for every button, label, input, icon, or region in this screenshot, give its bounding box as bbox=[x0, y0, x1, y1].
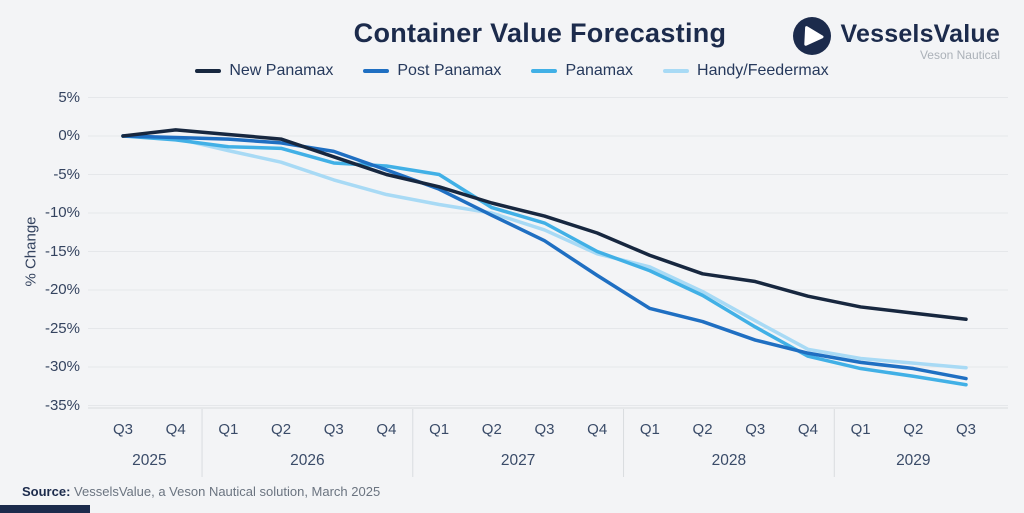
series-line-handy-feedermax bbox=[121, 134, 968, 370]
x-tick-quarter-label: Q1 bbox=[850, 421, 871, 438]
chart-title: Container Value Forecasting bbox=[353, 18, 727, 48]
x-tick-quarter-label: Q4 bbox=[376, 421, 397, 438]
x-tick-quarter-label: Q3 bbox=[534, 421, 555, 438]
source-label: Source: bbox=[22, 484, 71, 499]
source-text: VesselsValue, a Veson Nautical solution,… bbox=[74, 484, 381, 499]
brand-logo: VesselsValue Veson Nautical bbox=[792, 16, 1000, 62]
y-tick-label: -25% bbox=[44, 319, 80, 337]
legend-item-new-panamax: New Panamax bbox=[195, 62, 333, 80]
brand-subtitle: Veson Nautical bbox=[919, 48, 1000, 62]
series-line-panamax bbox=[121, 134, 968, 387]
chart-legend: New Panamax Post Panamax Panamax Handy/Feed… bbox=[0, 60, 1024, 82]
x-tick-quarter-label: Q1 bbox=[429, 421, 450, 438]
footer-accent-bar bbox=[0, 505, 90, 513]
y-tick-label: 0% bbox=[58, 127, 80, 144]
legend-label: Post Panamax bbox=[397, 62, 502, 79]
y-tick-label: 5% bbox=[58, 88, 80, 106]
x-tick-quarter-label: Q1 bbox=[639, 421, 660, 438]
x-tick-quarter-label: Q2 bbox=[692, 421, 713, 438]
x-tick-quarter-label: Q3 bbox=[955, 421, 976, 438]
series-line-post-panamax bbox=[121, 134, 968, 381]
y-tick-label: -10% bbox=[44, 204, 80, 221]
x-axis-year-label: 2025 bbox=[132, 452, 167, 469]
x-tick-quarter-label: Q3 bbox=[323, 421, 344, 438]
x-tick-quarter-label: Q4 bbox=[587, 421, 608, 438]
legend-swatch bbox=[531, 69, 558, 73]
x-tick-quarter-label: Q2 bbox=[481, 421, 502, 438]
x-axis-year-label: 2026 bbox=[290, 452, 325, 469]
legend-item-post-panamax: Post Panamax bbox=[363, 62, 501, 80]
legend-item-handy-feedermax: Handy/Feedermax bbox=[663, 62, 829, 80]
x-tick-quarter-label: Q4 bbox=[797, 421, 818, 438]
y-tick-label: -30% bbox=[44, 358, 80, 375]
legend-label: New Panamax bbox=[229, 62, 334, 79]
legend-item-panamax: Panamax bbox=[531, 62, 633, 80]
legend-swatch bbox=[663, 69, 690, 73]
legend-swatch bbox=[363, 69, 390, 73]
y-tick-label: -35% bbox=[44, 396, 80, 414]
x-tick-quarter-label: Q3 bbox=[745, 421, 766, 438]
y-tick-label: -20% bbox=[44, 281, 80, 298]
x-tick-quarter-label: Q2 bbox=[271, 421, 292, 438]
legend-label: Panamax bbox=[565, 62, 634, 79]
x-axis-year-label: 2028 bbox=[711, 452, 747, 469]
x-tick-quarter-label: Q3 bbox=[112, 421, 133, 438]
x-tick-quarter-label: Q1 bbox=[218, 421, 239, 438]
y-tick-label: -15% bbox=[44, 242, 80, 260]
y-tick-label: -5% bbox=[53, 165, 80, 183]
x-axis-year-label: 2027 bbox=[500, 452, 536, 469]
x-tick-quarter-label: Q4 bbox=[165, 421, 186, 438]
source-note: Source: VesselsValue, a Veson Nautical s… bbox=[22, 484, 380, 499]
x-tick-quarter-label: Q2 bbox=[903, 421, 924, 438]
legend-swatch bbox=[195, 69, 222, 73]
vesselsvalue-logo-icon bbox=[792, 17, 831, 55]
brand-text: VesselsValue Veson Nautical bbox=[841, 16, 1000, 62]
brand-name: VesselsValue bbox=[840, 20, 1000, 48]
x-axis-year-label: 2029 bbox=[896, 452, 931, 469]
legend-label: Handy/Feedermax bbox=[697, 62, 829, 79]
series-line-new-panamax bbox=[121, 128, 968, 322]
